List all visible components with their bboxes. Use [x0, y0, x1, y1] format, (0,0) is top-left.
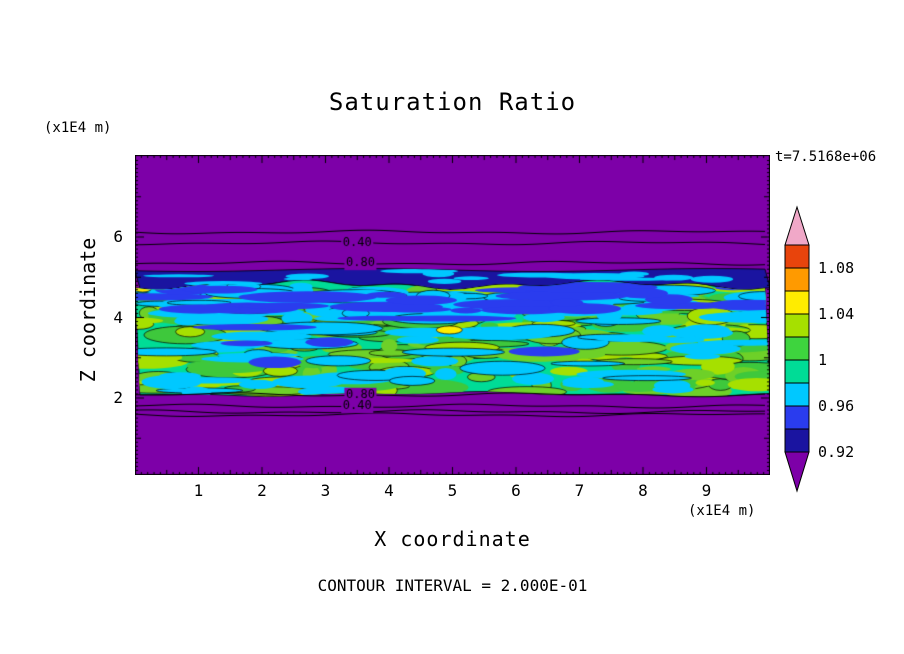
- x-tick-label: 6: [511, 481, 521, 500]
- x-tick-label: 8: [638, 481, 648, 500]
- y-tick-label: 6: [113, 227, 123, 246]
- x-axis-title: X coordinate: [374, 527, 531, 551]
- colorbar-label: 0.96: [818, 397, 855, 415]
- x-tick-label: 4: [384, 481, 394, 500]
- y-tick-label: 4: [113, 307, 123, 327]
- colorbar: [784, 205, 810, 493]
- time-label: t=7.5168e+06: [775, 149, 877, 165]
- colorbar-segment: [784, 336, 810, 361]
- z-axis-unit: (x1E4 m): [44, 120, 112, 136]
- contour-plot-canvas: [135, 155, 770, 475]
- contour-interval-note: CONTOUR INTERVAL = 2.000E-01: [317, 576, 588, 595]
- colorbar-bottom-arrow: [784, 451, 810, 493]
- colorbar-label: 0.92: [818, 443, 855, 461]
- colorbar-label: 1.08: [818, 259, 855, 277]
- colorbar-segment: [784, 382, 810, 407]
- colorbar-segment: [784, 290, 810, 315]
- colorbar-segment: [784, 359, 810, 384]
- x-tick-label: 9: [701, 481, 712, 500]
- x-tick-label: 1: [193, 481, 204, 500]
- chart-title: Saturation Ratio: [328, 88, 577, 116]
- x-axis-unit: (x1E4 m): [688, 503, 756, 519]
- x-tick-label: 5: [447, 481, 458, 500]
- colorbar-label: 1: [818, 351, 828, 369]
- colorbar-segment: [784, 267, 810, 292]
- x-tick-label: 2: [257, 481, 267, 500]
- colorbar-label: 1.04: [818, 305, 855, 323]
- x-tick-label: 3: [320, 481, 331, 500]
- colorbar-top-arrow: [784, 205, 810, 246]
- y-tick-label: 2: [113, 388, 123, 407]
- colorbar-segment: [784, 405, 810, 430]
- colorbar-segment: [784, 428, 810, 453]
- colorbar-segment: [784, 244, 810, 269]
- x-tick-label: 7: [574, 481, 585, 500]
- colorbar-segment: [784, 313, 810, 338]
